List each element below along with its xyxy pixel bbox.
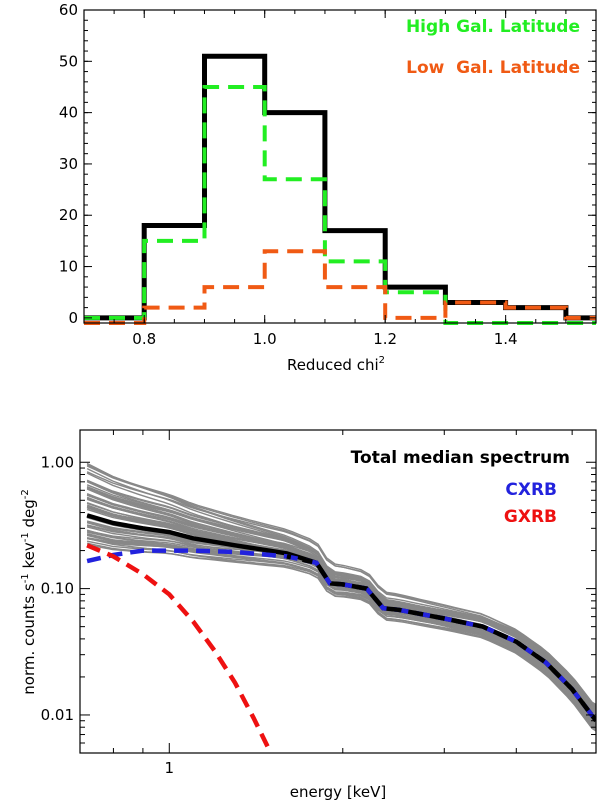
- spectrum-background-line: [86, 526, 596, 722]
- legend-low-latitude: Low Gal. Latitude: [406, 58, 580, 78]
- y-tick-label: 10: [59, 258, 78, 276]
- x-tick-label: 1: [165, 759, 175, 777]
- histogram-axes: 0.8 1.0 1.2 1.4 0 10 20 30 40 50 60: [59, 1, 596, 348]
- spectrum-background-line: [86, 529, 596, 731]
- spectrum-background-line: [86, 472, 596, 729]
- y-tick-label: 0: [68, 309, 78, 327]
- spectrum-background-lines: [86, 462, 596, 732]
- y-tick-label: 50: [59, 52, 78, 70]
- spectrum-background-line: [86, 488, 596, 709]
- x-tick-label: 1.2: [373, 330, 397, 348]
- spectrum-x-axis-label: energy [keV]: [290, 783, 386, 801]
- legend-gxrb: GXRB: [504, 507, 557, 527]
- spectrum-background-line: [86, 533, 596, 727]
- y-tick-label: 20: [59, 206, 78, 224]
- spectrum-background-line: [86, 506, 596, 719]
- spectrum-background-line: [86, 540, 596, 722]
- legend-cxrb: CXRB: [505, 480, 557, 500]
- y-tick-label: 1.00: [41, 453, 74, 471]
- spectrum-background-line: [86, 537, 596, 709]
- histogram-panel: 0.8 1.0 1.2 1.4 0 10 20 30 40 50 60 Reduced chi2 H…: [59, 1, 597, 374]
- spectrum-background-line: [86, 534, 596, 726]
- x-tick-label: 0.8: [132, 330, 156, 348]
- histogram-series: [84, 53, 596, 325]
- spectrum-background-line: [86, 530, 596, 732]
- spectrum-background-line: [86, 493, 596, 722]
- legend-high-latitude: High Gal. Latitude: [406, 17, 580, 37]
- spectrum-background-line: [86, 506, 596, 721]
- spectrum-background-line: [86, 531, 596, 712]
- spectrum-background-line: [86, 498, 596, 710]
- histogram-x-axis-label: Reduced chi2: [287, 355, 385, 374]
- legend-total-median: Total median spectrum: [351, 448, 570, 468]
- spectrum-background-line: [86, 537, 596, 708]
- spectrum-series-gxrb: [86, 543, 273, 753]
- spectrum-series-overlay: [286, 554, 596, 723]
- x-tick-label: 1.4: [494, 330, 518, 348]
- spectrum-y-axis-label: norm. counts s-1 kev-1 deg-2: [20, 489, 38, 694]
- spectrum-background-line: [86, 533, 596, 711]
- spectrum-background-line: [86, 537, 596, 706]
- spectrum-axes: 0.01 0.10 1.00 1: [41, 430, 596, 777]
- x-tick-label: 1.0: [253, 330, 277, 348]
- spectrum-panel: 0.01 0.10 1.00 1 energy [keV] norm. counts …: [20, 429, 597, 801]
- spectrum-background-line: [86, 484, 596, 714]
- spectrum-background-line: [86, 534, 596, 721]
- histogram-frame: [83, 9, 597, 324]
- histogram-series-0: [84, 53, 596, 321]
- spectrum-background-line: [86, 494, 596, 720]
- y-tick-label: 0.01: [41, 706, 74, 724]
- histogram-series-2: [84, 249, 596, 325]
- spectrum-background-line: [86, 530, 596, 706]
- spectrum-background-line: [86, 537, 596, 732]
- y-tick-label: 60: [59, 1, 78, 19]
- spectrum-series: [86, 513, 596, 753]
- y-tick-label: 0.10: [41, 580, 74, 598]
- y-tick-label: 40: [59, 104, 78, 122]
- y-tick-label: 30: [59, 155, 78, 173]
- spectrum-frame: [79, 429, 597, 754]
